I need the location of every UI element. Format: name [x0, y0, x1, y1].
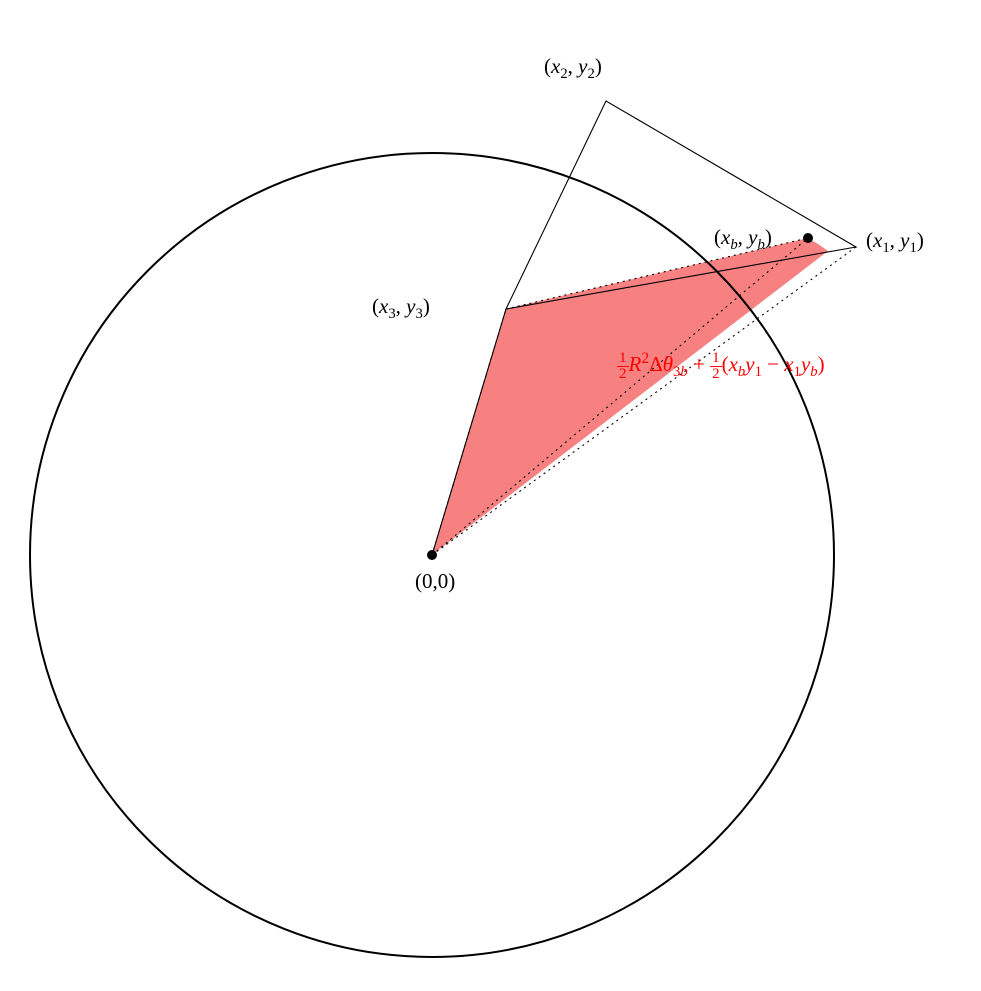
label-formula: 12R2Δθ3b + 12(xby1 − x1yb) — [617, 350, 825, 382]
label-p2: (x2, y2) — [544, 54, 602, 83]
label-p3: (x3, y3) — [372, 294, 430, 323]
geometry-diagram: (0,0) (x1, y1) (x2, y2) (x3, y3) (xb, yb… — [0, 0, 981, 991]
point-pb — [803, 233, 813, 243]
frac1-den: 2 — [617, 367, 629, 382]
diagram-svg — [0, 0, 981, 991]
label-origin-text: (0,0) — [415, 569, 455, 593]
frac1-num: 1 — [617, 351, 629, 367]
outer-triangle — [506, 101, 856, 309]
label-pb: (xb, yb) — [714, 225, 772, 254]
label-origin: (0,0) — [415, 569, 455, 594]
frac2-den: 2 — [710, 367, 722, 382]
point-origin — [427, 550, 437, 560]
frac2-num: 1 — [710, 351, 722, 367]
filled-sector — [432, 238, 828, 555]
label-p1: (x1, y1) — [866, 228, 924, 257]
